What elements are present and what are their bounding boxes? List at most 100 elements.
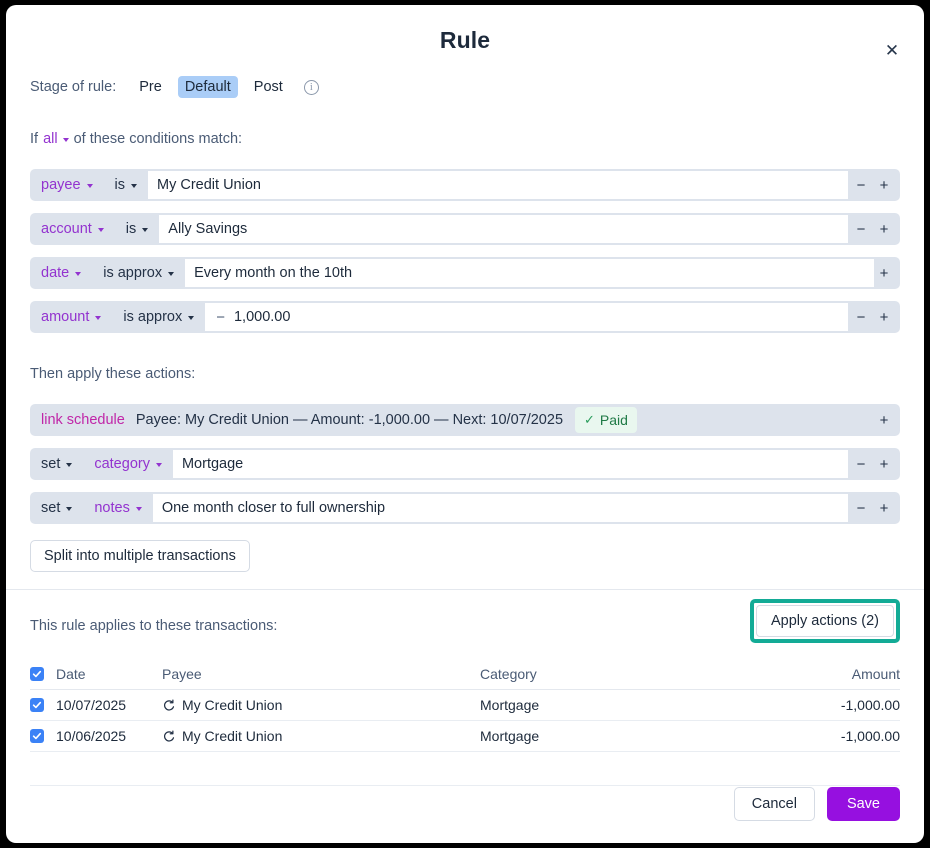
column-header-category[interactable]: Category xyxy=(480,666,537,682)
stage-option-pre[interactable]: Pre xyxy=(139,79,162,95)
match-type-select[interactable]: all xyxy=(43,131,69,147)
condition-steppers: − + xyxy=(848,301,900,333)
checkbox-checked[interactable] xyxy=(30,698,44,712)
action-value-field[interactable] xyxy=(172,450,848,478)
condition-operator-select[interactable]: is approx xyxy=(112,301,205,333)
add-condition-button[interactable]: + xyxy=(874,301,900,333)
actions-label: Then apply these actions: xyxy=(30,366,196,382)
condition-field-select[interactable]: payee xyxy=(30,169,104,201)
add-condition-button[interactable]: + xyxy=(874,213,900,245)
chevron-down-icon xyxy=(97,228,104,232)
recurring-icon xyxy=(162,699,175,712)
chevron-down-icon xyxy=(86,184,93,188)
add-action-button[interactable]: + xyxy=(874,404,900,436)
stage-option-default[interactable]: Default xyxy=(177,76,238,98)
add-condition-button[interactable]: + xyxy=(874,169,900,201)
table-header-row: Date Payee Category Amount xyxy=(30,659,900,690)
action-steppers: − + xyxy=(848,492,900,524)
save-button[interactable]: Save xyxy=(826,787,900,821)
condition-row: date is approx + xyxy=(30,257,900,289)
condition-field-select[interactable]: date xyxy=(30,257,92,289)
stage-label: Stage of rule: xyxy=(30,79,117,95)
conditions-prefix: If xyxy=(30,131,39,147)
section-divider xyxy=(6,589,924,590)
remove-action-button[interactable]: − xyxy=(848,448,874,480)
column-header-date[interactable]: Date xyxy=(56,666,86,682)
stage-option-post[interactable]: Post xyxy=(253,79,283,95)
match-type-value: all xyxy=(43,131,58,147)
action-field-label: category xyxy=(94,456,150,472)
condition-row: payee is − + xyxy=(30,169,900,201)
action-verb-select[interactable]: set xyxy=(30,448,83,480)
rule-dialog: Rule ✕ Stage of rule: Pre Default Post i… xyxy=(6,5,924,843)
condition-value-field[interactable] xyxy=(185,259,874,287)
column-header-payee[interactable]: Payee xyxy=(162,666,202,682)
cancel-button[interactable]: Cancel xyxy=(733,787,815,821)
cell-payee-label: My Credit Union xyxy=(182,728,283,744)
condition-row: amount is approx − − + xyxy=(30,301,900,333)
conditions-match-row: If all of these conditions match: xyxy=(6,98,924,147)
schedule-summary: Payee: My Credit Union — Amount: -1,000.… xyxy=(135,412,564,428)
condition-field-select[interactable]: account xyxy=(30,213,115,245)
chevron-down-icon xyxy=(155,463,162,467)
row-checkbox[interactable] xyxy=(30,698,56,712)
add-action-button[interactable]: + xyxy=(874,448,900,480)
condition-value-field[interactable] xyxy=(159,215,848,243)
cell-payee: My Credit Union xyxy=(162,728,480,744)
condition-field-label: amount xyxy=(41,309,90,325)
chevron-down-icon xyxy=(62,138,69,142)
action-value-input[interactable] xyxy=(181,456,839,472)
checkbox-checked[interactable] xyxy=(30,729,44,743)
close-icon[interactable]: ✕ xyxy=(880,39,904,63)
condition-value-input[interactable] xyxy=(168,221,839,237)
condition-operator-select[interactable]: is approx xyxy=(92,257,185,289)
negative-sign-toggle[interactable]: − xyxy=(216,308,225,326)
condition-value-input[interactable] xyxy=(194,265,865,281)
table-row[interactable]: 10/07/2025 My Credit Union Mortgage -1,0… xyxy=(30,690,900,721)
condition-field-select[interactable]: amount xyxy=(30,301,112,333)
action-verb-label: set xyxy=(41,456,61,472)
chevron-down-icon xyxy=(131,184,137,188)
remove-condition-button[interactable]: − xyxy=(848,301,874,333)
condition-field-label: payee xyxy=(41,177,81,193)
remove-condition-button[interactable]: − xyxy=(848,169,874,201)
info-icon[interactable]: i xyxy=(303,79,319,95)
check-icon: ✓ xyxy=(584,412,595,427)
link-schedule-link[interactable]: link schedule xyxy=(41,412,125,428)
condition-operator-select[interactable]: is xyxy=(115,213,159,245)
row-checkbox[interactable] xyxy=(30,729,56,743)
condition-steppers: + xyxy=(874,257,900,289)
condition-value-input[interactable] xyxy=(157,177,839,193)
condition-value-input[interactable] xyxy=(233,309,839,325)
split-transactions-button[interactable]: Split into multiple transactions xyxy=(30,540,250,572)
add-condition-button[interactable]: + xyxy=(874,257,900,289)
remove-action-button[interactable]: − xyxy=(848,492,874,524)
action-value-field[interactable] xyxy=(152,494,848,522)
condition-value-field[interactable]: − xyxy=(205,303,848,331)
apply-actions-button[interactable]: Apply actions (2) xyxy=(756,605,894,637)
action-steppers: + xyxy=(874,404,900,436)
actions-list: link schedule Payee: My Credit Union — A… xyxy=(6,382,924,524)
action-field-select[interactable]: notes xyxy=(83,492,152,524)
cell-date: 10/07/2025 xyxy=(56,697,127,713)
condition-field-label: account xyxy=(41,221,92,237)
action-verb-select[interactable]: set xyxy=(30,492,83,524)
condition-value-field[interactable] xyxy=(148,171,848,199)
action-row: set notes − + xyxy=(30,492,900,524)
condition-row: account is − + xyxy=(30,213,900,245)
action-row: set category − + xyxy=(30,448,900,480)
select-all-checkbox[interactable] xyxy=(30,667,56,681)
action-field-select[interactable]: category xyxy=(83,448,173,480)
checkbox-checked[interactable] xyxy=(30,667,44,681)
condition-operator-label: is xyxy=(125,221,137,237)
remove-condition-button[interactable]: − xyxy=(848,213,874,245)
condition-operator-select[interactable]: is xyxy=(104,169,148,201)
dialog-footer: Cancel Save xyxy=(733,787,900,821)
conditions-suffix: of these conditions match: xyxy=(73,131,243,147)
condition-operator-label: is xyxy=(114,177,125,193)
action-value-input[interactable] xyxy=(161,500,839,516)
column-header-amount[interactable]: Amount xyxy=(851,666,900,682)
table-row[interactable]: 10/06/2025 My Credit Union Mortgage -1,0… xyxy=(30,721,900,752)
add-action-button[interactable]: + xyxy=(874,492,900,524)
